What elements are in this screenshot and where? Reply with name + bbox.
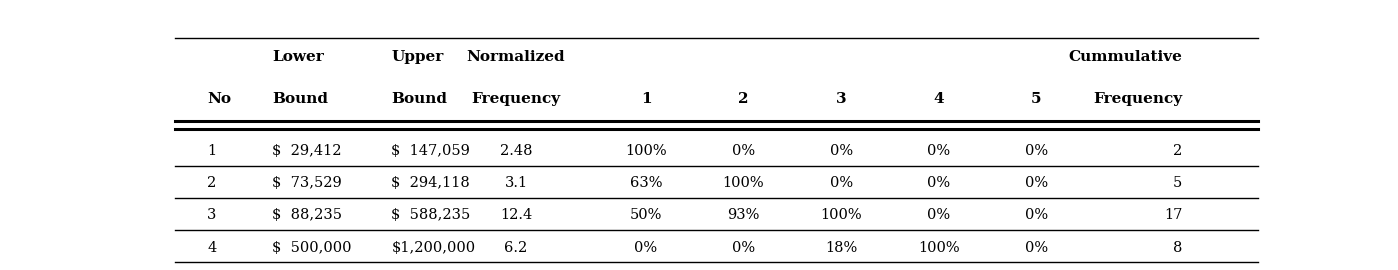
Text: 0%: 0%	[1025, 241, 1047, 255]
Text: 0%: 0%	[927, 176, 951, 190]
Text: 0%: 0%	[733, 144, 755, 158]
Text: 3.1: 3.1	[505, 176, 527, 190]
Text: 0%: 0%	[927, 208, 951, 222]
Text: Bound: Bound	[391, 92, 447, 106]
Text: 4: 4	[934, 92, 944, 106]
Text: 93%: 93%	[727, 208, 759, 222]
Text: Bound: Bound	[273, 92, 329, 106]
Text: 8: 8	[1173, 241, 1183, 255]
Text: 100%: 100%	[917, 241, 959, 255]
Text: 0%: 0%	[733, 241, 755, 255]
Text: 3: 3	[836, 92, 846, 106]
Text: 3: 3	[207, 208, 217, 222]
Text: $  73,529: $ 73,529	[273, 176, 343, 190]
Text: Normalized: Normalized	[467, 50, 565, 64]
Text: Upper: Upper	[391, 50, 443, 64]
Text: $  147,059: $ 147,059	[391, 144, 470, 158]
Text: 63%: 63%	[630, 176, 663, 190]
Text: 0%: 0%	[1025, 176, 1047, 190]
Text: 2: 2	[207, 176, 217, 190]
Text: 100%: 100%	[723, 176, 765, 190]
Text: $  500,000: $ 500,000	[273, 241, 352, 255]
Text: 2: 2	[1173, 144, 1183, 158]
Text: 6.2: 6.2	[505, 241, 527, 255]
Text: 12.4: 12.4	[500, 208, 533, 222]
Text: $1,200,000: $1,200,000	[391, 241, 475, 255]
Text: 0%: 0%	[927, 144, 951, 158]
Text: 5: 5	[1030, 92, 1042, 106]
Text: Frequency: Frequency	[1093, 92, 1183, 106]
Text: Lower: Lower	[273, 50, 324, 64]
Text: 2.48: 2.48	[500, 144, 533, 158]
Text: 2: 2	[738, 92, 749, 106]
Text: 0%: 0%	[635, 241, 657, 255]
Text: 0%: 0%	[1025, 144, 1047, 158]
Text: 100%: 100%	[625, 144, 667, 158]
Text: 17: 17	[1165, 208, 1183, 222]
Text: $  29,412: $ 29,412	[273, 144, 341, 158]
Text: $  588,235: $ 588,235	[391, 208, 471, 222]
Text: 5: 5	[1173, 176, 1183, 190]
Text: $  294,118: $ 294,118	[391, 176, 470, 190]
Text: 50%: 50%	[630, 208, 663, 222]
Text: 100%: 100%	[821, 208, 863, 222]
Text: No: No	[207, 92, 231, 106]
Text: $  88,235: $ 88,235	[273, 208, 343, 222]
Text: 0%: 0%	[829, 144, 853, 158]
Text: 1: 1	[640, 92, 651, 106]
Text: Cummulative: Cummulative	[1068, 50, 1183, 64]
Text: 0%: 0%	[829, 176, 853, 190]
Text: 4: 4	[207, 241, 217, 255]
Text: 1: 1	[207, 144, 217, 158]
Text: Frequency: Frequency	[471, 92, 561, 106]
Text: 0%: 0%	[1025, 208, 1047, 222]
Text: 18%: 18%	[825, 241, 857, 255]
